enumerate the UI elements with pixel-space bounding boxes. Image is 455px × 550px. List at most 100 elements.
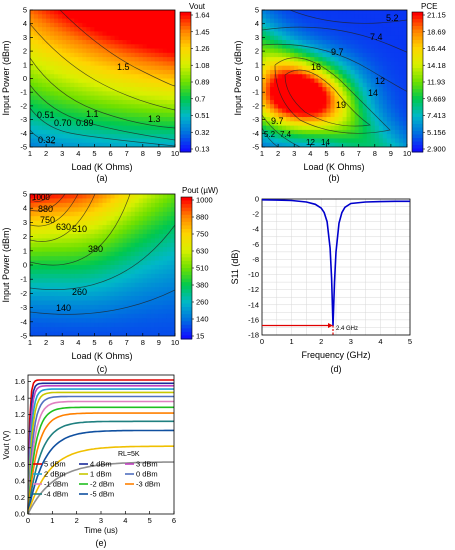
heat-cell bbox=[170, 104, 175, 110]
heat-cell bbox=[82, 104, 87, 110]
heat-cell bbox=[330, 52, 336, 58]
heat-cell bbox=[350, 74, 356, 80]
heat-cell bbox=[102, 52, 108, 58]
heat-cell bbox=[126, 296, 132, 302]
heat-cell bbox=[106, 14, 112, 20]
heat-cell bbox=[34, 95, 39, 101]
heat-cell bbox=[62, 112, 67, 118]
heat-cell bbox=[138, 220, 144, 226]
heat-cell bbox=[74, 265, 79, 271]
heat-cell bbox=[330, 95, 336, 101]
heat-cell bbox=[338, 48, 344, 54]
heat-cell bbox=[158, 331, 164, 336]
heat-cell bbox=[126, 27, 132, 33]
heat-cell bbox=[334, 117, 340, 122]
y-tick-label: 4 bbox=[255, 19, 259, 28]
x-tick-label: 7 bbox=[357, 149, 361, 158]
heat-cell bbox=[398, 14, 404, 20]
heat-cell bbox=[402, 35, 407, 41]
heat-cell bbox=[154, 220, 160, 226]
heat-cell bbox=[42, 225, 47, 231]
heat-cell bbox=[70, 256, 75, 262]
heat-cell bbox=[134, 104, 140, 110]
heat-cell bbox=[50, 91, 55, 97]
heat-cell bbox=[102, 318, 108, 324]
heat-cell bbox=[154, 18, 160, 24]
heat-cell bbox=[354, 82, 360, 88]
heat-cell bbox=[154, 129, 160, 135]
heat-cell bbox=[30, 220, 35, 226]
heat-cell bbox=[146, 247, 152, 253]
colorbar-swatch bbox=[180, 82, 191, 86]
heat-cell bbox=[398, 48, 404, 54]
heat-cell bbox=[302, 57, 307, 62]
heat-cell bbox=[58, 138, 63, 144]
heat-cell bbox=[334, 95, 340, 101]
heat-cell bbox=[58, 309, 63, 315]
heat-cell bbox=[318, 142, 324, 147]
colorbar-label: 630 bbox=[196, 247, 209, 256]
heat-cell bbox=[390, 91, 396, 97]
heat-cell bbox=[362, 10, 368, 15]
heat-cell bbox=[78, 265, 83, 271]
heat-cell bbox=[146, 304, 152, 310]
heat-cell bbox=[70, 117, 75, 122]
heat-cell bbox=[162, 65, 168, 71]
heat-cell bbox=[74, 112, 79, 118]
heat-cell bbox=[118, 121, 124, 127]
heat-cell bbox=[134, 129, 140, 135]
heat-cell bbox=[34, 318, 39, 324]
heat-cell bbox=[110, 129, 116, 135]
heat-cell bbox=[62, 313, 67, 319]
heat-cell bbox=[162, 10, 168, 15]
legend-label: 1 dBm bbox=[90, 470, 112, 479]
heat-cell bbox=[118, 27, 124, 33]
heat-cell bbox=[54, 278, 59, 284]
heat-cell bbox=[166, 14, 172, 20]
heat-cell bbox=[326, 14, 332, 20]
heat-cell bbox=[306, 142, 311, 147]
heat-cell bbox=[334, 61, 340, 67]
heat-cell bbox=[30, 247, 35, 253]
heat-cell bbox=[310, 104, 315, 110]
colorbar-swatch bbox=[180, 36, 191, 41]
heat-cell bbox=[394, 48, 400, 54]
heat-cell bbox=[50, 82, 55, 88]
heat-cell bbox=[302, 10, 307, 15]
y-tick-label: 3 bbox=[255, 33, 259, 42]
heat-cell bbox=[74, 296, 79, 302]
heat-cell bbox=[94, 207, 100, 213]
heat-cell bbox=[134, 39, 140, 45]
heat-cell bbox=[334, 78, 340, 84]
heat-cell bbox=[86, 117, 92, 122]
heat-cell bbox=[286, 14, 291, 20]
heat-cell bbox=[102, 104, 108, 110]
heat-cell bbox=[298, 22, 303, 28]
heat-cell bbox=[302, 31, 307, 37]
heat-cell bbox=[98, 112, 104, 118]
heat-cell bbox=[74, 282, 79, 288]
heat-cell bbox=[366, 14, 372, 20]
heat-cell bbox=[138, 247, 144, 253]
heat-cell bbox=[78, 99, 83, 105]
heat-cell bbox=[134, 69, 140, 75]
heat-cell bbox=[306, 134, 311, 140]
heat-cell bbox=[294, 95, 299, 101]
heat-cell bbox=[126, 211, 132, 217]
heat-cell bbox=[170, 44, 175, 50]
heat-cell bbox=[142, 269, 148, 275]
heat-cell bbox=[110, 300, 116, 306]
colorbar-swatch bbox=[412, 131, 423, 135]
heat-cell bbox=[58, 265, 63, 271]
heat-cell bbox=[126, 69, 132, 75]
heat-cell bbox=[282, 69, 287, 75]
heat-cell bbox=[138, 260, 144, 266]
heat-cell bbox=[90, 82, 96, 88]
heat-cell bbox=[142, 87, 148, 92]
heat-cell bbox=[90, 125, 96, 131]
heat-cell bbox=[342, 134, 348, 140]
heat-cell bbox=[102, 291, 108, 297]
heat-cell bbox=[278, 78, 283, 84]
heat-cell bbox=[54, 18, 59, 24]
heat-cell bbox=[314, 78, 319, 84]
